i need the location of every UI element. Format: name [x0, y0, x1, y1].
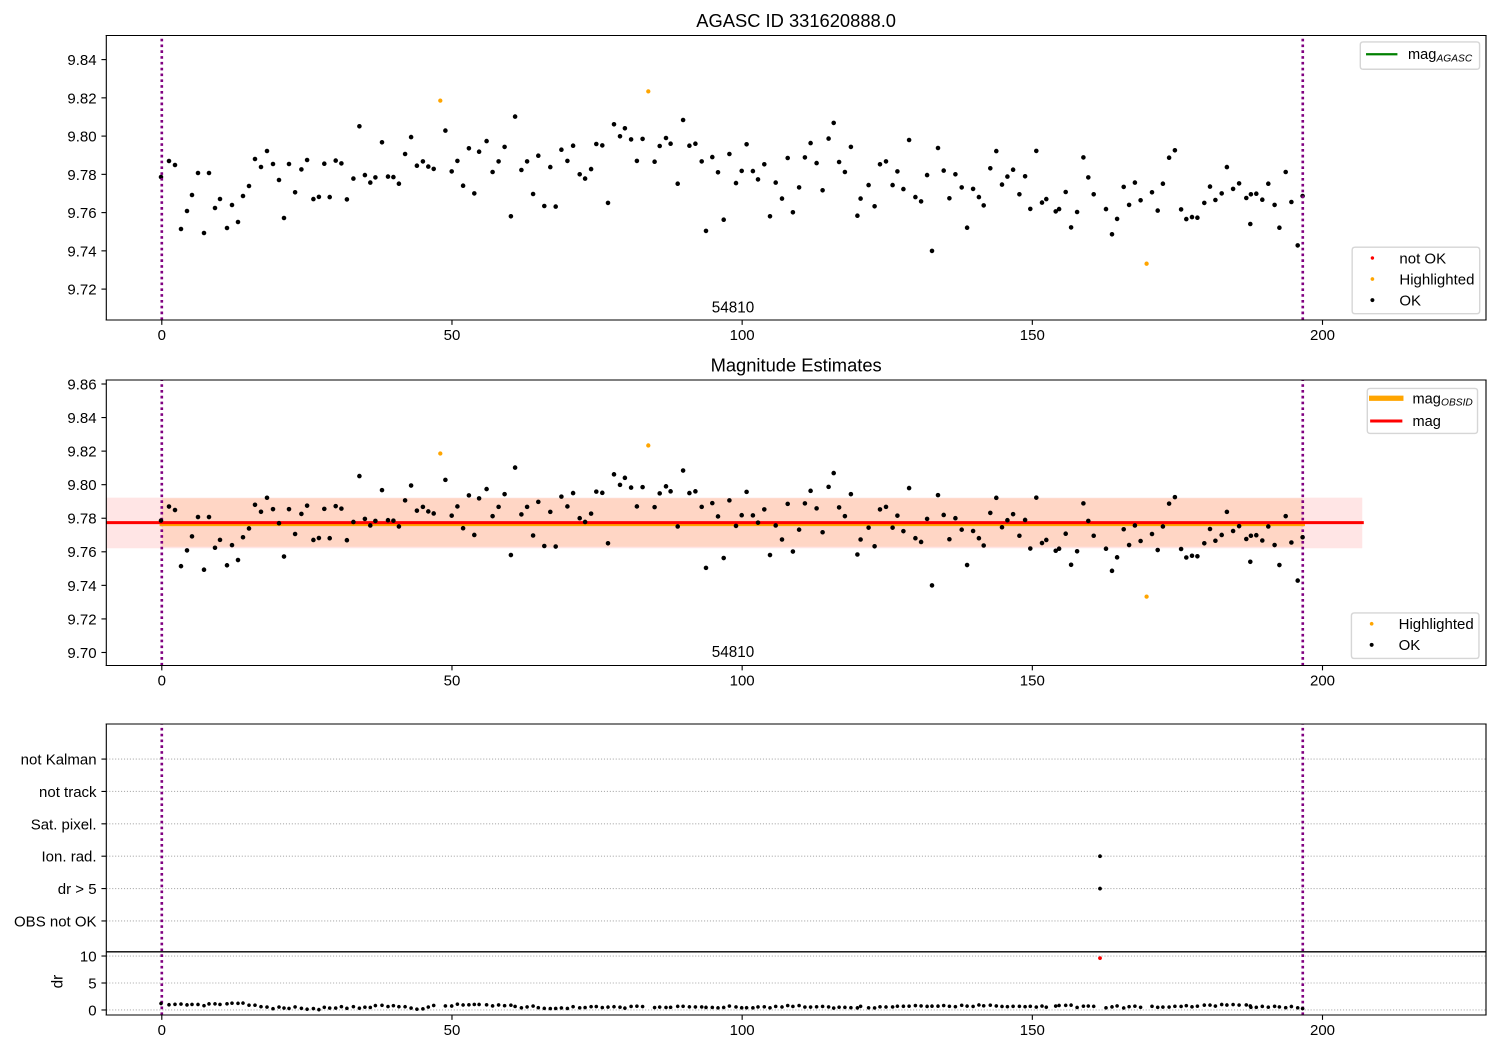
svg-text:10: 10: [80, 948, 97, 965]
svg-text:9.74: 9.74: [67, 243, 96, 260]
svg-text:9.76: 9.76: [67, 205, 96, 222]
svg-text:100: 100: [730, 1022, 755, 1039]
svg-text:0: 0: [158, 1022, 166, 1039]
svg-text:Highlighted: Highlighted: [1399, 271, 1474, 288]
svg-text:9.72: 9.72: [67, 282, 96, 299]
svg-text:9.72: 9.72: [67, 611, 96, 628]
svg-text:9.78: 9.78: [67, 511, 96, 528]
svg-text:150: 150: [1020, 673, 1045, 690]
svg-text:0: 0: [158, 327, 166, 344]
svg-text:Ion. rad.: Ion. rad.: [42, 849, 97, 866]
svg-text:150: 150: [1020, 327, 1045, 344]
svg-text:100: 100: [730, 327, 755, 344]
svg-text:9.74: 9.74: [67, 578, 96, 595]
svg-text:not track: not track: [39, 784, 97, 801]
svg-text:9.84: 9.84: [67, 410, 96, 427]
svg-text:m a g O: m a g O B S I D: [1413, 383, 1474, 410]
svg-text:dr > 5: dr > 5: [58, 881, 97, 898]
svg-text:mag: mag: [1413, 414, 1441, 430]
svg-text:9.80: 9.80: [67, 477, 96, 494]
svg-text:100: 100: [730, 673, 755, 690]
svg-text:5: 5: [88, 975, 96, 992]
svg-text:9.82: 9.82: [67, 90, 96, 107]
svg-text:dr: dr: [50, 975, 67, 989]
svg-text:54810: 54810: [712, 644, 754, 661]
svg-text:9.70: 9.70: [67, 645, 96, 662]
svg-text:200: 200: [1310, 1022, 1335, 1039]
svg-text:9.82: 9.82: [67, 444, 96, 461]
svg-text:9.84: 9.84: [67, 52, 96, 69]
svg-text:9.78: 9.78: [67, 167, 96, 184]
svg-text:m a g A: m a g A G A S C: [1408, 39, 1473, 66]
svg-text:50: 50: [444, 673, 461, 690]
svg-text:50: 50: [444, 1022, 461, 1039]
svg-text:Magnitude Estimates: Magnitude Estimates: [711, 355, 882, 376]
svg-text:Sat. pixel.: Sat. pixel.: [31, 816, 97, 833]
svg-text:Highlighted: Highlighted: [1399, 616, 1474, 633]
svg-text:OK: OK: [1399, 292, 1421, 309]
svg-text:54810: 54810: [712, 299, 754, 316]
svg-text:200: 200: [1310, 327, 1335, 344]
svg-text:50: 50: [444, 327, 461, 344]
svg-text:AGASC ID 331620888.0: AGASC ID 331620888.0: [696, 10, 896, 31]
svg-text:not Kalman: not Kalman: [21, 752, 97, 769]
svg-text:150: 150: [1020, 1022, 1045, 1039]
svg-text:200: 200: [1310, 673, 1335, 690]
svg-text:not OK: not OK: [1399, 250, 1446, 267]
svg-text:9.76: 9.76: [67, 544, 96, 561]
svg-text:0: 0: [88, 1002, 96, 1019]
svg-text:OK: OK: [1399, 637, 1421, 654]
svg-text:9.80: 9.80: [67, 129, 96, 146]
svg-text:OBS not OK: OBS not OK: [14, 913, 97, 930]
svg-text:0: 0: [158, 673, 166, 690]
svg-text:9.86: 9.86: [67, 376, 96, 393]
